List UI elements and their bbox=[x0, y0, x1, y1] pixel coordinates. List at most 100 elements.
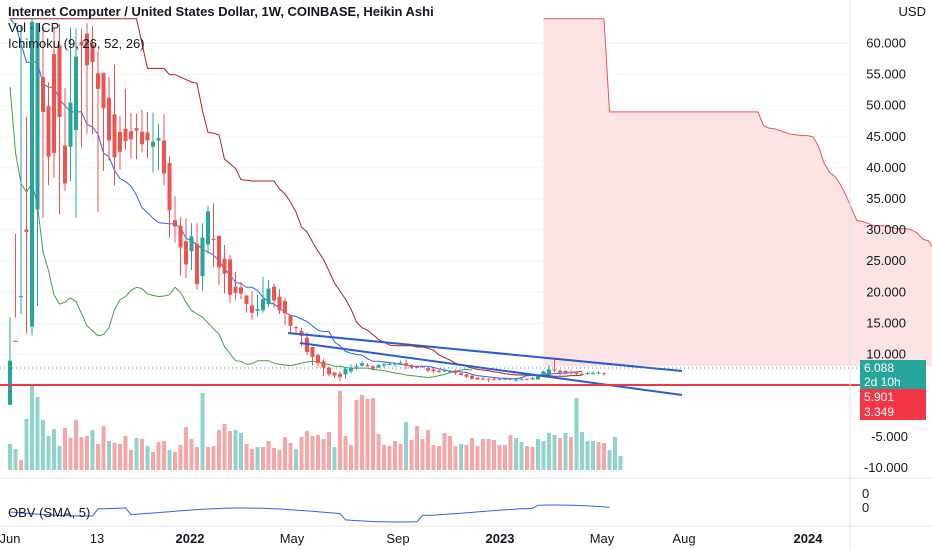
candle-body bbox=[453, 370, 458, 374]
candle-body bbox=[398, 362, 403, 364]
volume-bar bbox=[35, 397, 40, 470]
candle-body bbox=[255, 309, 260, 311]
x-tick-label: Sep bbox=[386, 531, 409, 546]
volume-bar bbox=[46, 436, 51, 470]
candle-body bbox=[332, 372, 337, 376]
volume-bar bbox=[90, 430, 95, 470]
volume-bar bbox=[387, 446, 392, 470]
volume-bar bbox=[536, 439, 540, 470]
volume-bar bbox=[453, 446, 458, 470]
volume-bar bbox=[365, 399, 370, 470]
volume-bar bbox=[574, 398, 579, 470]
volume-bar bbox=[360, 395, 364, 470]
candle-body bbox=[134, 128, 139, 131]
candle-body bbox=[272, 286, 276, 301]
candle-body bbox=[288, 315, 293, 326]
y-tick-label: 40.000 bbox=[866, 160, 906, 175]
volume-bar bbox=[101, 426, 106, 470]
price-badge: 6.088 2d 10h bbox=[860, 360, 926, 390]
obv-tick-label: 0 bbox=[862, 486, 869, 501]
volume-bar bbox=[371, 398, 375, 470]
candle-body bbox=[404, 363, 408, 366]
volume-bar bbox=[459, 444, 463, 470]
volume-bar bbox=[288, 443, 293, 470]
volume-bar bbox=[74, 420, 78, 470]
lower-trendline bbox=[299, 342, 683, 396]
candle-body bbox=[13, 340, 18, 343]
candle-body bbox=[250, 305, 254, 313]
volume-bar bbox=[112, 443, 117, 470]
candle-body bbox=[503, 378, 507, 380]
support-badge-value: 5.901 bbox=[864, 390, 895, 404]
volume-bar bbox=[63, 428, 67, 470]
volume-bar bbox=[349, 445, 353, 470]
volume-bar bbox=[8, 444, 12, 470]
x-tick-label: May bbox=[590, 531, 615, 546]
candle-body bbox=[200, 237, 205, 277]
candle-body bbox=[96, 73, 100, 89]
candle-body bbox=[46, 106, 51, 157]
support-badge: 5.901 bbox=[860, 389, 926, 405]
volume-bar bbox=[228, 431, 232, 470]
lead-span-b-line bbox=[543, 18, 932, 248]
volume-bar bbox=[475, 446, 480, 470]
candle-body bbox=[382, 364, 386, 366]
candle-body bbox=[283, 300, 287, 314]
candle-body bbox=[140, 131, 144, 145]
volume-bar bbox=[222, 424, 227, 470]
volume-bar bbox=[19, 460, 23, 470]
candle-body bbox=[266, 288, 271, 305]
volume-bar bbox=[541, 441, 546, 470]
candle-body bbox=[541, 371, 546, 377]
volume-bar bbox=[255, 447, 260, 470]
candle-body bbox=[360, 363, 364, 366]
volume-bar bbox=[596, 442, 601, 470]
volume-bar bbox=[299, 437, 304, 470]
volume-bar bbox=[398, 444, 403, 470]
volume-bar bbox=[580, 432, 584, 470]
chart-legend: Internet Computer / United States Dollar… bbox=[8, 4, 434, 52]
volume-bar bbox=[569, 437, 573, 470]
candle-body bbox=[442, 370, 447, 372]
candle-body bbox=[343, 368, 348, 375]
x-tick-label: Jun bbox=[0, 531, 20, 546]
y-tick-label: 55.000 bbox=[866, 67, 906, 82]
y-tick-label: 45.000 bbox=[866, 129, 906, 144]
volume-bar bbox=[591, 441, 595, 470]
volume-bar bbox=[558, 438, 562, 470]
volume-bar bbox=[200, 393, 205, 470]
volume-bar bbox=[250, 449, 254, 470]
candle-body bbox=[52, 54, 56, 153]
volume-bar bbox=[327, 432, 331, 470]
candle-body bbox=[585, 373, 590, 375]
candle-body bbox=[123, 128, 128, 142]
candle-body bbox=[596, 372, 601, 374]
candle-body bbox=[420, 366, 425, 368]
obv-tick-label: 0 bbox=[862, 500, 869, 515]
volume-bar bbox=[321, 439, 326, 470]
y-tick-label: 15.000 bbox=[866, 315, 906, 330]
candle-body bbox=[552, 369, 557, 371]
volume-bar bbox=[547, 433, 551, 470]
candle-body bbox=[602, 373, 606, 375]
candle-body bbox=[558, 370, 562, 373]
volume-bar bbox=[156, 442, 161, 470]
volume-bar bbox=[244, 444, 249, 470]
candle-body bbox=[211, 238, 216, 241]
lagging-span-line bbox=[9, 87, 473, 379]
candle-body bbox=[470, 375, 474, 379]
candle-body bbox=[475, 377, 480, 380]
volume-bar bbox=[376, 434, 381, 470]
candle-body bbox=[239, 287, 243, 294]
obv-line bbox=[9, 504, 610, 523]
candle-body bbox=[321, 361, 326, 368]
volume-bar bbox=[24, 419, 29, 470]
volume-tick-label: -5.000 bbox=[871, 429, 908, 444]
volume-bar bbox=[316, 435, 320, 470]
candle-body bbox=[107, 97, 111, 141]
candle-body bbox=[519, 378, 524, 380]
candle-body bbox=[310, 347, 315, 357]
candle-body bbox=[173, 220, 177, 227]
volume-bar bbox=[41, 420, 45, 470]
